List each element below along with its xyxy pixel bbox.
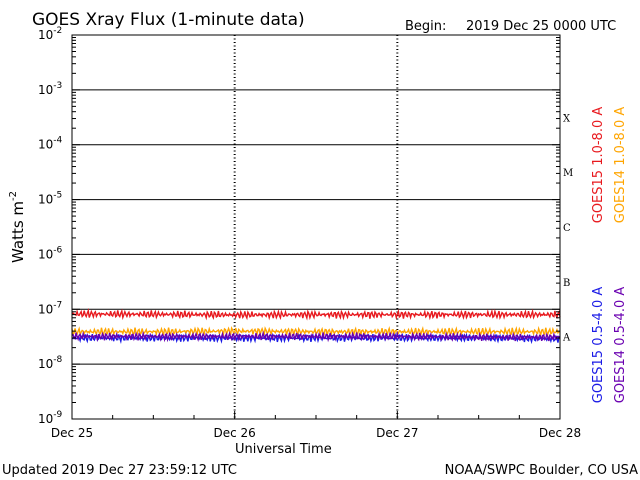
- chart-grid: [72, 35, 560, 419]
- y-tick-exponent: -9: [53, 410, 62, 420]
- flare-class-labels: A B C M X: [562, 113, 573, 343]
- y-tick-base: 10: [38, 193, 53, 207]
- begin-label: Begin:: [405, 19, 446, 34]
- legend-label: GOES15 1.0-8.0 A: [591, 107, 606, 224]
- y-tick-exponent: -8: [53, 355, 62, 365]
- y-axis-ticks: 10-910-810-710-610-510-410-310-2: [38, 26, 560, 426]
- chart-title: GOES Xray Flux (1-minute data): [32, 10, 305, 30]
- legend-entry: GOES14 0.5-4.0 A: [613, 287, 628, 404]
- series-line: [71, 330, 561, 343]
- plot-frame: [71, 34, 561, 420]
- y-tick-label: 10-5: [38, 191, 62, 207]
- legend-label: GOES15 0.5-4.0 A: [591, 287, 606, 404]
- begin-value: 2019 Dec 25 0000 UTC: [466, 19, 616, 34]
- y-tick-exponent: -7: [53, 300, 62, 310]
- legend-entry: GOES15 0.5-4.0 A: [591, 287, 606, 404]
- y-tick-base: 10: [38, 357, 53, 371]
- updated-timestamp: Updated 2019 Dec 27 23:59:12 UTC: [2, 463, 237, 478]
- y-tick-label: 10-7: [38, 300, 62, 316]
- x-tick-label: Dec 27: [376, 426, 418, 440]
- series-layer: [71, 308, 561, 345]
- flare-class-label: M: [563, 168, 573, 179]
- legend-label: GOES14 0.5-4.0 A: [613, 287, 628, 404]
- credit-text: NOAA/SWPC Boulder, CO USA: [445, 463, 638, 478]
- y-tick-label: 10-6: [38, 245, 63, 261]
- y-tick-label: 10-3: [38, 81, 62, 97]
- y-tick-exponent: -3: [53, 81, 62, 91]
- flare-class-label: X: [563, 113, 571, 124]
- y-axis-label-exponent: -2: [8, 191, 19, 201]
- legend-label: GOES14 1.0-8.0 A: [613, 107, 628, 224]
- y-tick-exponent: -5: [53, 191, 62, 201]
- x-axis-label: Universal Time: [235, 442, 332, 457]
- legend: GOES15 1.0-8.0 A GOES14 1.0-8.0 A GOES15 0…: [591, 107, 628, 404]
- y-tick-label: 10-8: [38, 355, 63, 371]
- legend-entry: GOES14 1.0-8.0 A: [613, 107, 628, 224]
- y-tick-exponent: -2: [53, 26, 62, 36]
- flare-class-label: B: [563, 278, 570, 289]
- x-tick-label: Dec 28: [539, 426, 581, 440]
- y-axis-label: Watts m-2: [8, 191, 27, 263]
- flare-class-label: C: [563, 223, 571, 234]
- y-tick-base: 10: [38, 28, 53, 42]
- y-axis-label-text: Watts m: [9, 201, 27, 263]
- x-axis-ticks: Dec 25 Dec 26 Dec 27 Dec 28: [51, 411, 581, 440]
- y-tick-base: 10: [38, 247, 53, 261]
- y-tick-exponent: -6: [53, 245, 62, 255]
- y-tick-label: 10-9: [38, 410, 63, 426]
- flare-class-label: A: [562, 333, 571, 344]
- y-tick-base: 10: [38, 83, 53, 97]
- y-axis-label-group: Watts m-2: [8, 191, 27, 263]
- y-tick-base: 10: [38, 302, 53, 316]
- x-tick-label: Dec 25: [51, 426, 93, 440]
- y-tick-exponent: -4: [53, 136, 62, 146]
- y-tick-label: 10-2: [38, 26, 62, 42]
- x-tick-label: Dec 26: [214, 426, 256, 440]
- series-line: [71, 308, 561, 321]
- y-tick-base: 10: [38, 412, 53, 426]
- y-tick-label: 10-4: [38, 136, 63, 152]
- legend-entry: GOES15 1.0-8.0 A: [591, 107, 606, 224]
- y-tick-base: 10: [38, 138, 53, 152]
